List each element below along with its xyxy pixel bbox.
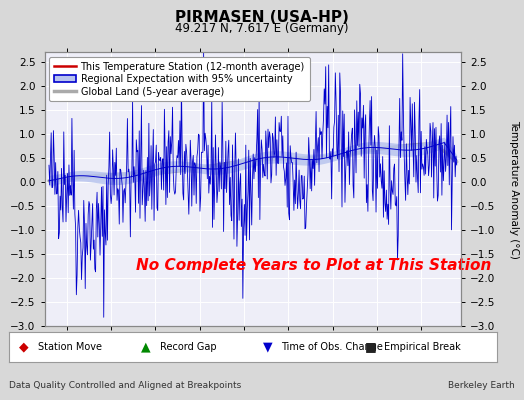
Text: ▲: ▲ <box>141 340 150 354</box>
Text: ▼: ▼ <box>263 340 272 354</box>
Text: 49.217 N, 7.617 E (Germany): 49.217 N, 7.617 E (Germany) <box>175 22 349 35</box>
Text: Record Gap: Record Gap <box>159 342 216 352</box>
Text: Time of Obs. Change: Time of Obs. Change <box>281 342 383 352</box>
Text: Data Quality Controlled and Aligned at Breakpoints: Data Quality Controlled and Aligned at B… <box>9 381 242 390</box>
Text: Berkeley Earth: Berkeley Earth <box>448 381 515 390</box>
Text: ■: ■ <box>365 340 377 354</box>
Text: Empirical Break: Empirical Break <box>384 342 461 352</box>
Text: Station Move: Station Move <box>38 342 102 352</box>
Text: ◆: ◆ <box>19 340 29 354</box>
Text: PIRMASEN (USA-HP): PIRMASEN (USA-HP) <box>175 10 349 25</box>
Legend: This Temperature Station (12-month average), Regional Expectation with 95% uncer: This Temperature Station (12-month avera… <box>49 57 310 102</box>
Y-axis label: Temperature Anomaly (°C): Temperature Anomaly (°C) <box>509 120 519 258</box>
Text: No Complete Years to Plot at This Station: No Complete Years to Plot at This Statio… <box>136 258 492 273</box>
